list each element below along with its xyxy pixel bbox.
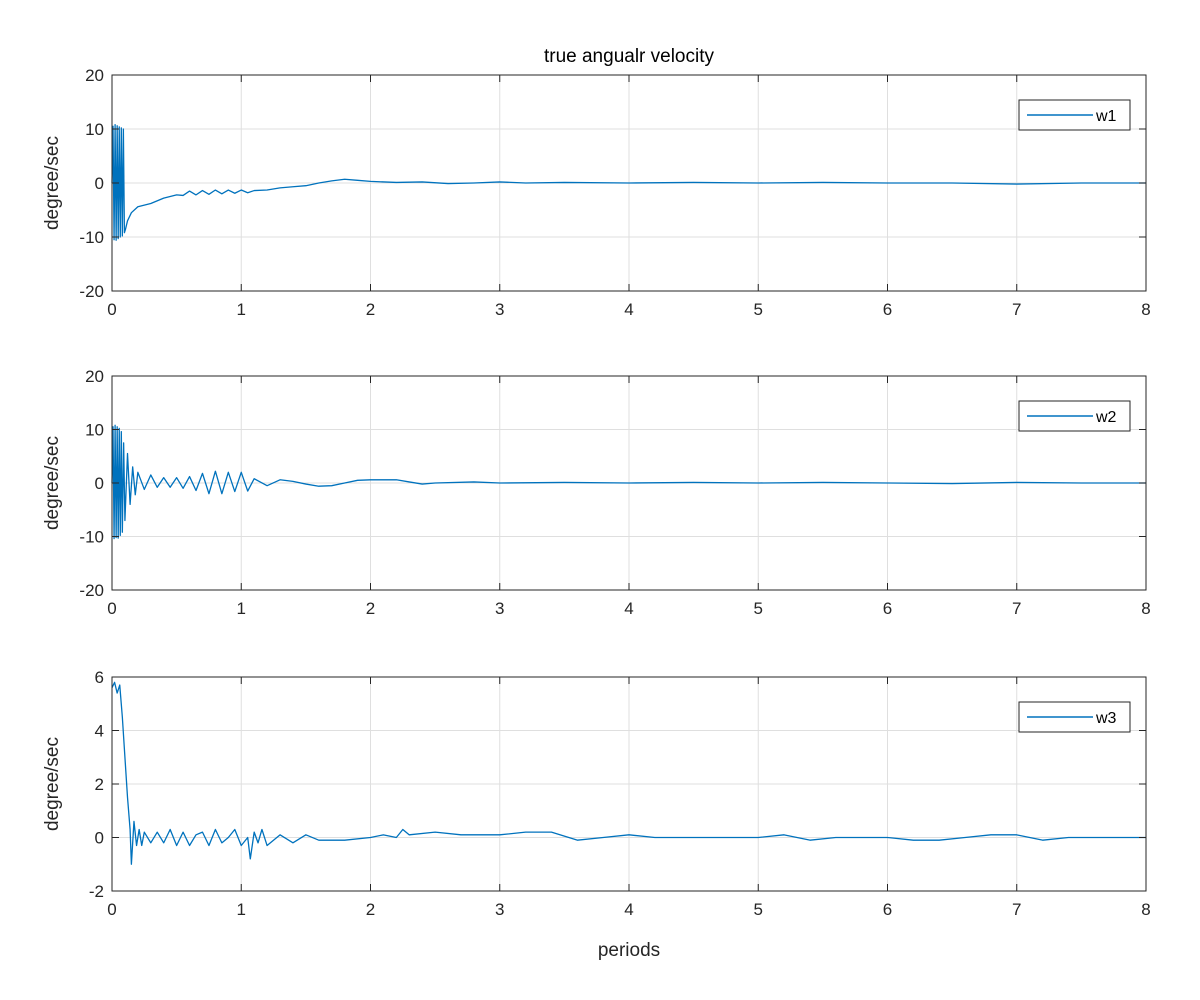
figure-title: true angualr velocity xyxy=(544,46,715,67)
subplot-1: 0 1 2 3 4 5 6 7 8 -20 -10 0 10 20 degree/sec w1 xyxy=(42,66,1151,319)
x-tick-label: 2 xyxy=(366,300,375,319)
x-tick-label: 7 xyxy=(1012,599,1021,618)
y-tick-label: 0 xyxy=(95,829,104,848)
x-tick-label: 6 xyxy=(883,599,892,618)
x-tick-label: 8 xyxy=(1141,599,1150,618)
x-tick-label: 3 xyxy=(495,900,504,919)
series-line-w3 xyxy=(111,681,1146,865)
x-tick-label: 2 xyxy=(366,900,375,919)
x-tick-label: 0 xyxy=(107,599,116,618)
x-tick-label: 2 xyxy=(366,599,375,618)
y-tick-label: -20 xyxy=(79,581,104,600)
x-tick-label: 6 xyxy=(883,900,892,919)
x-tick-label: 7 xyxy=(1012,300,1021,319)
x-tick-label: 4 xyxy=(624,599,633,618)
x-tick-label: 5 xyxy=(754,900,763,919)
x-tick-label: 1 xyxy=(237,900,246,919)
x-tick-label: 5 xyxy=(754,599,763,618)
legend: w3 xyxy=(1018,701,1131,733)
x-tick-label: 4 xyxy=(624,300,633,319)
y-tick-label: -10 xyxy=(79,528,104,547)
x-tick-label: 8 xyxy=(1141,300,1150,319)
x-tick-label: 6 xyxy=(883,300,892,319)
y-tick-label: 2 xyxy=(95,775,104,794)
legend-label: w2 xyxy=(1095,409,1117,426)
y-tick-label: 20 xyxy=(85,367,104,386)
x-tick-label: 0 xyxy=(107,300,116,319)
x-tick-label: 7 xyxy=(1012,900,1021,919)
y-axis-label: degree/sec xyxy=(42,136,63,230)
y-tick-label: 6 xyxy=(95,668,104,687)
x-tick-label: 0 xyxy=(107,900,116,919)
y-axis-label: degree/sec xyxy=(42,737,63,831)
x-tick-label: 1 xyxy=(237,599,246,618)
y-tick-label: -10 xyxy=(79,228,104,247)
x-tick-label: 3 xyxy=(495,599,504,618)
x-axis-label: periods xyxy=(598,940,660,961)
y-tick-label: 0 xyxy=(95,474,104,493)
legend: w2 xyxy=(1018,400,1131,432)
x-tick-label: 5 xyxy=(754,300,763,319)
y-tick-label: 0 xyxy=(95,174,104,193)
y-tick-label: 4 xyxy=(95,722,104,741)
y-tick-label: 10 xyxy=(85,120,104,139)
legend-label: w3 xyxy=(1095,710,1117,727)
y-tick-label: 20 xyxy=(85,66,104,85)
series-line-w1 xyxy=(111,124,1146,241)
legend: w1 xyxy=(1018,99,1131,131)
y-tick-label: -20 xyxy=(79,282,104,301)
y-axis-label: degree/sec xyxy=(42,436,63,530)
y-tick-label: -2 xyxy=(89,882,104,901)
legend-label: w1 xyxy=(1095,108,1117,125)
y-tick-label: 10 xyxy=(85,421,104,440)
x-tick-label: 8 xyxy=(1141,900,1150,919)
x-tick-label: 1 xyxy=(237,300,246,319)
series-line-w2 xyxy=(111,424,1146,540)
x-tick-label: 3 xyxy=(495,300,504,319)
x-tick-label: 4 xyxy=(624,900,633,919)
subplot-2: 0 1 2 3 4 5 6 7 8 -20 -10 0 10 20 degree/sec w2 xyxy=(42,367,1151,618)
